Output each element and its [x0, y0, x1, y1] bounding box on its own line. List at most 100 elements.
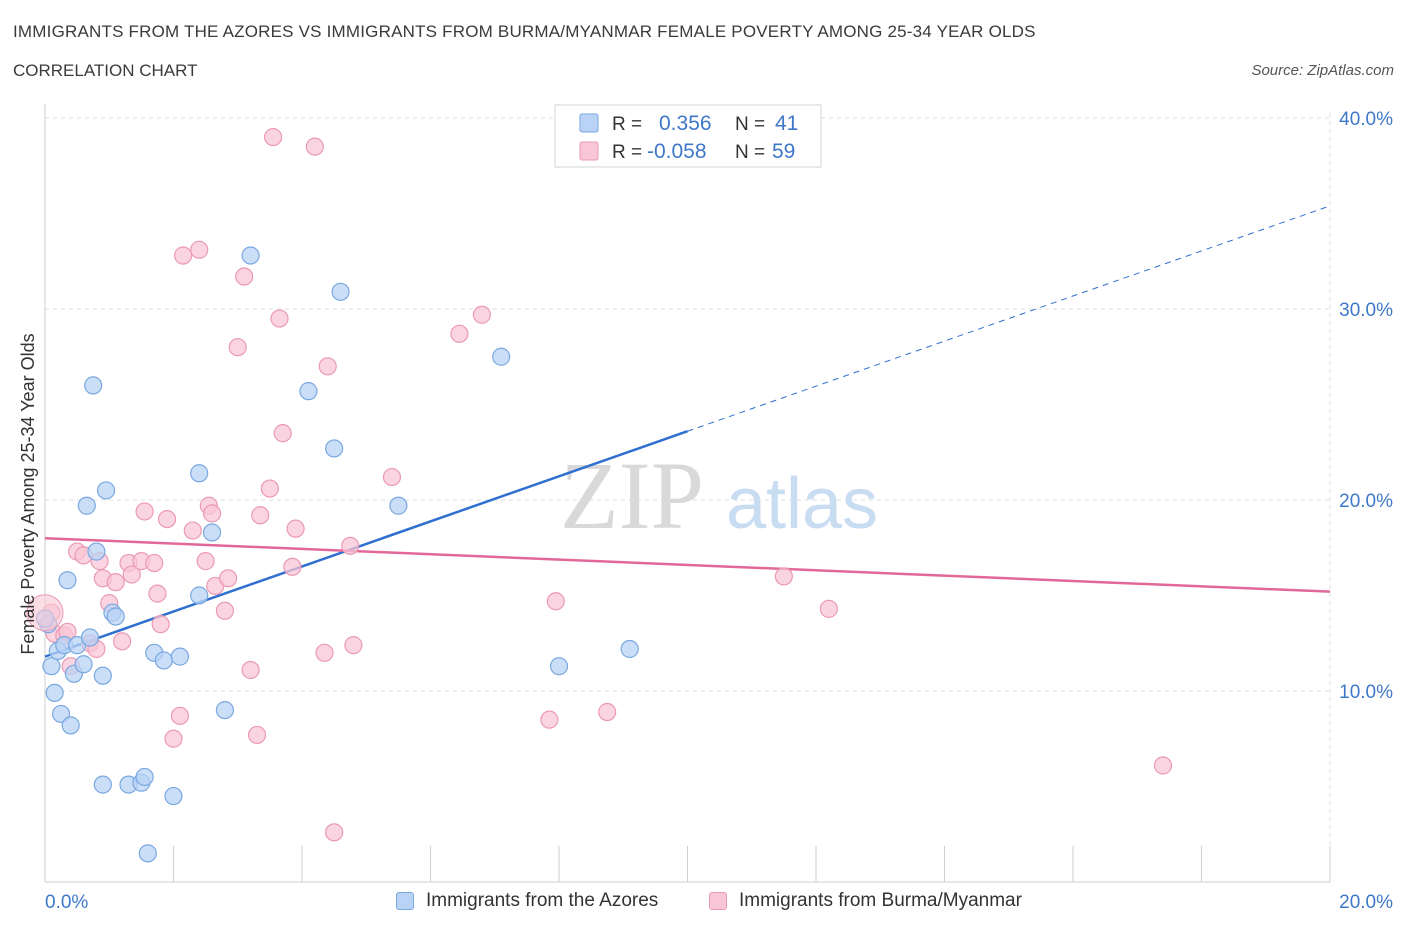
point-burma-48 — [344, 636, 363, 655]
chart-title: IMMIGRANTS FROM THE AZORES VS IMMIGRANTS… — [13, 22, 1036, 41]
point-burma-29 — [202, 504, 222, 523]
point-azores-11 — [77, 496, 96, 515]
point-azores-14 — [87, 542, 106, 561]
point-azores-29 — [190, 586, 209, 605]
legend-swatch-burma — [709, 892, 727, 910]
legend-swatch-azores — [396, 892, 414, 910]
point-azores-33 — [299, 382, 318, 401]
watermark-atlas: atlas — [726, 464, 878, 544]
point-azores-15 — [93, 666, 112, 685]
point-azores-38 — [549, 657, 569, 676]
point-burma-24 — [174, 246, 193, 265]
point-azores-10 — [74, 655, 93, 674]
tick-labels: 10.0% 20.0% 30.0% 40.0% 0.0% 20.0% — [45, 109, 1393, 913]
point-azores-37 — [492, 347, 511, 366]
point-azores-32 — [241, 246, 260, 265]
point-azores-36 — [389, 496, 408, 515]
stats-r-value-azores: 0.356 — [659, 112, 712, 135]
legend-item-azores: Immigrants from the Azores — [396, 890, 658, 912]
source-credit: Source: ZipAtlas.com — [1251, 62, 1394, 79]
point-azores-2 — [45, 683, 64, 703]
chart-subtitle: CORRELATION CHART — [13, 61, 198, 80]
point-burma-22 — [164, 729, 183, 748]
point-burma-54 — [598, 702, 617, 722]
trend-line-azores — [44, 430, 688, 658]
stats-legend: R = 0.356 N = 41 R = -0.058 N = 59 — [554, 104, 822, 168]
point-azores-22 — [135, 767, 154, 787]
point-burma-58 — [263, 128, 283, 147]
point-azores-13 — [84, 376, 103, 395]
point-burma-19 — [148, 584, 167, 603]
stats-r-label-azores: R = — [612, 114, 642, 135]
axes — [44, 104, 1331, 883]
point-azores-25 — [154, 651, 173, 670]
point-burma-26 — [190, 240, 209, 259]
trend-line-burma — [44, 536, 1331, 593]
y-tick-label-10: 10.0% — [1339, 682, 1393, 703]
point-azores-28 — [190, 464, 209, 483]
point-azores-12 — [80, 628, 100, 647]
x-tick-label-max: 20.0% — [1339, 892, 1393, 913]
point-burma-42 — [286, 519, 305, 538]
point-burma-39 — [270, 309, 289, 328]
point-azores-34 — [325, 439, 344, 458]
point-burma-43 — [305, 137, 324, 156]
legend-label-azores: Immigrants from the Azores — [426, 890, 659, 911]
point-burma-47 — [341, 536, 360, 555]
point-burma-12 — [106, 573, 125, 592]
point-burma-32 — [219, 569, 238, 588]
point-burma-21 — [157, 509, 177, 529]
y-tick-label-20: 20.0% — [1339, 491, 1393, 512]
stats-n-value-azores: 41 — [775, 112, 798, 135]
point-burma-27 — [196, 552, 215, 571]
point-burma-25 — [183, 521, 202, 540]
point-burma-20 — [151, 615, 170, 634]
watermark: ZIP atlas — [560, 442, 878, 549]
point-burma-41 — [283, 557, 302, 576]
legend-item-burma: Immigrants from Burma/Myanmar — [709, 890, 1022, 912]
stats-n-label-azores: N = — [735, 114, 765, 135]
point-burma-35 — [241, 660, 260, 680]
point-azores-35 — [331, 282, 350, 301]
point-azores-30 — [202, 523, 222, 542]
point-azores-1 — [42, 657, 61, 676]
stats-legend-box — [554, 104, 822, 168]
point-burma-large — [26, 594, 64, 632]
point-burma-17 — [135, 502, 154, 521]
trend-lines — [44, 205, 1331, 658]
point-azores-23 — [138, 844, 157, 863]
point-burma-50 — [450, 324, 469, 343]
point-burma-44 — [315, 643, 334, 662]
point-burma-18 — [145, 553, 164, 573]
point-burma-51 — [472, 305, 491, 324]
point-burma-52 — [540, 710, 559, 729]
point-azores-19 — [106, 607, 125, 626]
point-azores-27 — [170, 647, 190, 666]
point-burma-56 — [819, 599, 838, 618]
point-burma-13 — [112, 632, 132, 651]
point-burma-36 — [247, 725, 267, 745]
point-burma-40 — [273, 424, 292, 443]
point-burma-53 — [546, 592, 565, 611]
stats-r-label-burma: R = — [612, 142, 642, 163]
watermark-zip: ZIP — [560, 442, 704, 549]
stats-swatch-burma — [579, 141, 599, 161]
stats-r-value-burma: -0.058 — [647, 140, 707, 163]
point-azores-39 — [620, 639, 639, 659]
point-burma-55 — [774, 567, 793, 586]
point-burma-57 — [1153, 756, 1173, 775]
point-burma-15 — [122, 565, 141, 584]
trend-line-azores-extension — [687, 205, 1331, 432]
stats-swatch-azores — [579, 113, 599, 133]
point-burma-46 — [325, 823, 344, 842]
point-burma-45 — [318, 357, 337, 376]
point-azores-31 — [215, 700, 234, 720]
point-burma-38 — [260, 479, 279, 498]
data-points — [26, 128, 1173, 863]
point-burma-23 — [170, 706, 190, 725]
stats-n-value-burma: 59 — [772, 140, 795, 163]
stats-n-label-burma: N = — [735, 142, 765, 163]
point-azores-6 — [58, 571, 77, 590]
point-burma-31 — [215, 601, 234, 620]
